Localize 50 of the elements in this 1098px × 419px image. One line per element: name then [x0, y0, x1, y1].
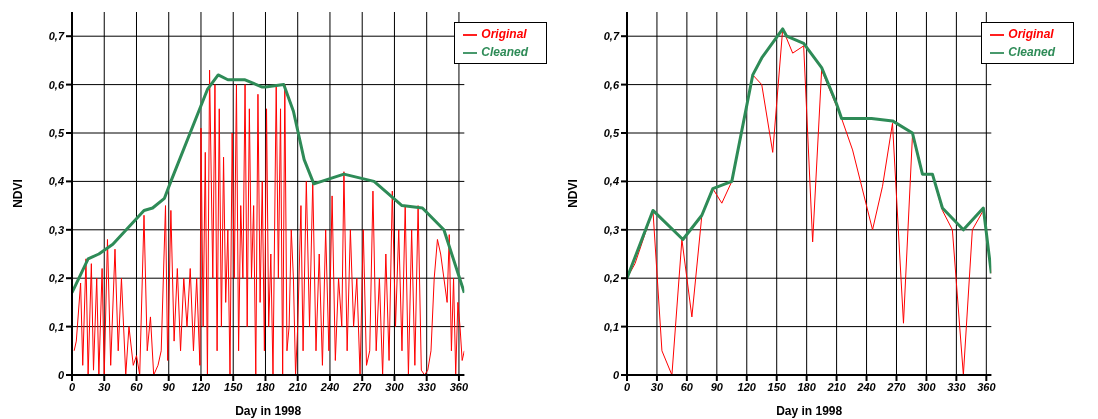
x-tick-label: 0	[623, 380, 631, 393]
y-tick-label: 0,2	[603, 272, 619, 285]
x-tick-label: 240	[856, 380, 877, 393]
y-tick-label: 0,1	[48, 320, 64, 333]
x-tick-label: 150	[224, 380, 244, 393]
x-tick-label: 300	[917, 380, 937, 393]
x-tick-label: 150	[767, 380, 787, 393]
y-tick-label: 0,5	[603, 126, 620, 139]
x-tick-label: 330	[947, 380, 967, 393]
x-tick-label: 330	[417, 380, 437, 393]
x-tick-label: 120	[737, 380, 757, 393]
y-tick-label: 0,1	[603, 320, 619, 333]
y-tick-label: 0	[57, 368, 65, 381]
x-tick-label: 60	[130, 380, 144, 393]
y-tick-label: 0,7	[603, 30, 620, 43]
y-tick-label: 0,6	[48, 78, 65, 91]
x-tick-label: 270	[352, 380, 373, 393]
x-axis-title: Day in 1998	[235, 404, 302, 418]
y-tick-label: 0,3	[48, 223, 64, 236]
x-tick-label: 90	[162, 380, 176, 393]
y-tick-label: 0,7	[48, 30, 65, 43]
x-tick-label: 360	[449, 380, 469, 393]
y-axis-title: NDVI	[566, 179, 581, 208]
y-tick-label: 0,3	[603, 223, 619, 236]
y-axis-title: NDVI	[11, 179, 26, 208]
y-tick-label: 0,6	[603, 78, 620, 91]
x-tick-label: 300	[385, 380, 405, 393]
x-tick-label: 360	[977, 380, 997, 393]
x-tick-label: 240	[319, 380, 341, 393]
x-tick-label: 30	[650, 380, 664, 393]
x-axis-title: Day in 1998	[776, 404, 843, 418]
legend-label: Cleaned	[481, 45, 528, 59]
x-tick-label: 210	[287, 380, 308, 393]
y-tick-label: 0	[612, 368, 620, 381]
x-tick-label: 210	[826, 380, 847, 393]
x-tick-label: 0	[68, 380, 76, 393]
y-tick-label: 0,5	[48, 126, 65, 139]
x-tick-label: 90	[710, 380, 724, 393]
legend-label: Original	[1008, 27, 1054, 41]
legend-label: Original	[481, 27, 527, 41]
x-tick-label: 120	[191, 380, 212, 393]
legend-label: Cleaned	[1008, 45, 1055, 59]
x-tick-label: 60	[680, 380, 694, 393]
y-tick-label: 0,2	[48, 272, 64, 285]
x-tick-label: 180	[256, 380, 276, 393]
y-tick-label: 0,4	[603, 175, 619, 188]
x-tick-label: 180	[797, 380, 817, 393]
x-tick-label: 30	[98, 380, 112, 393]
y-tick-label: 0,4	[48, 175, 64, 188]
x-tick-label: 270	[886, 380, 907, 393]
